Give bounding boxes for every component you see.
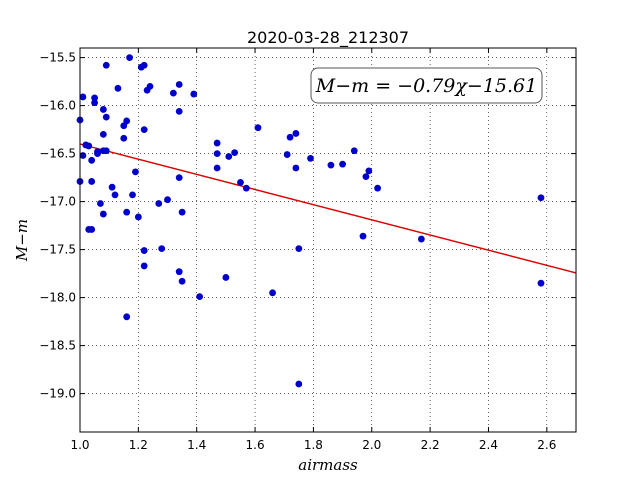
data-point: [254, 124, 262, 132]
data-point: [123, 313, 131, 321]
data-point: [140, 247, 148, 254]
data-point: [222, 274, 230, 281]
chart-title: 2020-03-28_212307: [247, 28, 409, 48]
data-point: [132, 168, 139, 176]
axis-ticks: 1.0 1.2 1.4 1.6 1.8 2.0 2.2 2.4 2.6 −15.5 −16.0 −16…: [39, 48, 576, 452]
data-point: [178, 208, 186, 216]
plot-area: [80, 48, 576, 432]
y-tick-label: −15.5: [39, 51, 76, 65]
data-point: [120, 134, 128, 142]
data-point: [140, 61, 148, 69]
plot-frame: [79, 47, 577, 433]
data-point: [339, 160, 346, 168]
data-point: [286, 133, 294, 141]
data-point: [140, 262, 148, 270]
data-point: [99, 106, 107, 113]
y-tick-label: −18.5: [39, 339, 76, 353]
data-point: [91, 94, 98, 102]
data-point: [99, 131, 107, 138]
data-point: [114, 84, 122, 92]
data-point: [537, 279, 545, 287]
data-point: [190, 90, 198, 98]
data-point: [213, 150, 221, 158]
data-point: [88, 156, 96, 164]
data-point: [374, 184, 381, 192]
data-point: [169, 89, 177, 97]
data-point: [108, 183, 116, 191]
data-point: [350, 147, 358, 155]
x-tick-label: 1.8: [304, 438, 323, 452]
data-point: [225, 153, 233, 160]
data-point: [164, 196, 171, 204]
data-point: [102, 61, 110, 69]
fit-equation-box: [310, 67, 543, 104]
data-point: [99, 210, 107, 218]
data-point: [327, 161, 335, 169]
data-point: [175, 81, 183, 88]
x-tick-label: 2.0: [362, 438, 381, 452]
data-point: [175, 107, 183, 115]
data-point: [359, 232, 367, 240]
x-tick-label: 2.6: [537, 438, 556, 452]
data-point: [178, 277, 186, 285]
data-point: [123, 208, 131, 216]
y-tick-label: −17.0: [39, 195, 76, 209]
data-point: [295, 245, 303, 253]
data-point: [292, 130, 300, 137]
data-point: [134, 213, 142, 221]
data-point: [158, 245, 166, 253]
data-point: [307, 155, 314, 162]
x-tick-label: 1.6: [246, 438, 265, 452]
y-tick-label: −19.0: [39, 387, 76, 401]
data-point: [129, 191, 136, 199]
x-tick-label: 1.2: [129, 438, 148, 452]
data-point: [295, 380, 303, 388]
data-point: [292, 164, 300, 172]
data-point: [537, 194, 545, 202]
data-point: [283, 151, 291, 158]
data-point: [213, 139, 221, 147]
data-point: [102, 113, 110, 121]
data-point: [365, 167, 373, 175]
x-tick-label: 1.4: [187, 438, 206, 452]
data-point: [97, 200, 104, 207]
data-point: [123, 117, 131, 125]
data-point: [362, 173, 370, 181]
data-point: [196, 293, 204, 301]
data-point: [88, 178, 96, 185]
data-point: [242, 184, 250, 192]
data-point: [231, 149, 239, 157]
data-point: [213, 164, 221, 172]
data-point: [175, 174, 183, 182]
fit-equation-label: M−m = −0.79χ−15.61: [315, 75, 537, 97]
data-point: [237, 179, 244, 186]
data-point: [175, 268, 183, 276]
y-tick-label: −16.0: [39, 99, 76, 113]
y-tick-label: −16.5: [39, 147, 76, 161]
fit-line: [79, 143, 577, 274]
data-point: [88, 226, 96, 233]
x-tick-label: 2.2: [421, 438, 440, 452]
data-point: [111, 191, 119, 199]
data-point: [269, 289, 276, 297]
data-point: [91, 99, 98, 107]
x-axis-label: airmass: [298, 456, 358, 474]
y-axis-label: M−m: [13, 219, 31, 262]
data-point: [102, 147, 110, 155]
data-point: [155, 200, 163, 207]
data-point: [85, 142, 93, 150]
data-point: [146, 83, 154, 90]
data-point: [94, 148, 101, 156]
grid: [79, 48, 576, 432]
data-point: [417, 235, 425, 243]
data-point: [126, 54, 133, 61]
y-tick-label: −17.5: [39, 243, 76, 257]
y-tick-label: −18.0: [39, 291, 76, 305]
data-point: [140, 126, 148, 133]
data-point: [79, 93, 87, 101]
x-tick-label: 2.4: [479, 438, 498, 452]
x-tick-label: 1.0: [70, 438, 89, 452]
